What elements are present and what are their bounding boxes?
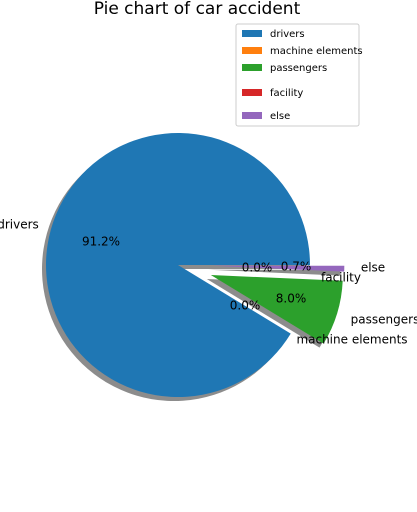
legend-swatch-facility [242,89,262,96]
slice-labels: drivers 91.2% machine elements 0.0% passenge… [0,218,417,347]
pie-slice-passengers [210,274,343,344]
chart-title: Pie chart of car accident [94,0,301,19]
legend-swatch-else [242,112,262,119]
category-label-else: else [361,261,385,275]
pie-slices [46,132,345,397]
legend: drivers machine elements passengers facilit… [235,23,363,127]
legend-label-facility: facility [270,88,303,99]
legend-swatch-machine-elements [242,47,262,54]
category-label-facility: facility [321,271,361,285]
percent-label-drivers: 91.2% [82,235,120,249]
legend-frame [235,23,360,127]
slice-shadow-else [208,269,341,276]
legend-label-passengers: passengers [270,63,327,74]
legend-swatch-drivers [242,30,262,37]
percent-label-else: 0.7% [281,260,312,274]
legend-swatch-passengers [242,64,262,71]
legend-label-else: else [270,111,290,122]
percent-label-facility: 0.0% [242,261,273,275]
category-label-drivers: drivers [0,218,39,232]
legend-label-machine-elements: machine elements [270,46,363,57]
pie-slice-drivers [46,132,310,397]
legend-label-drivers: drivers [270,29,305,40]
category-label-machine-elements: machine elements [296,333,407,347]
percent-label-passengers: 8.0% [276,292,307,306]
percent-label-machine-elements: 0.0% [230,299,261,313]
pie-slice-else [212,265,345,272]
category-label-passengers: passengers [351,313,417,327]
